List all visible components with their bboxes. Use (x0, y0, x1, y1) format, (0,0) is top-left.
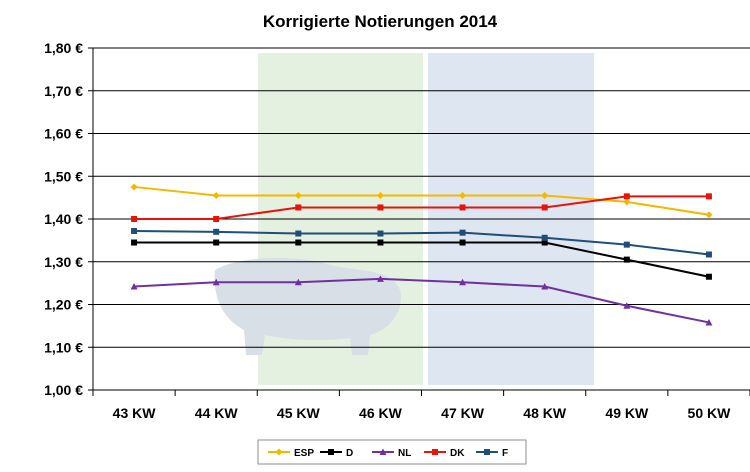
series-line-nl (134, 277, 710, 324)
y-tick-label: 1,70 € (44, 83, 83, 99)
data-point-dk (295, 204, 302, 211)
data-point-dk (541, 204, 548, 211)
chart-title: Korrigierte Notierungen 2014 (263, 12, 498, 31)
legend-label-f: F (502, 448, 508, 459)
x-tick-label: 46 KW (359, 405, 403, 421)
y-tick-label: 1,80 € (44, 40, 83, 56)
series-layer (130, 183, 713, 326)
y-tick-label: 1,00 € (44, 382, 83, 398)
legend-item-nl: NL (372, 448, 411, 459)
data-point-dk (377, 204, 384, 211)
legend-label-nl: NL (398, 448, 411, 459)
x-tick-label: 47 KW (441, 405, 485, 421)
legend-item-dk: DK (424, 448, 465, 459)
y-tick-label: 1,10 € (44, 339, 83, 355)
data-point-d (377, 239, 384, 246)
data-point-esp (541, 191, 549, 199)
data-point-nl (541, 283, 549, 290)
legend-marker-nl (379, 448, 387, 455)
data-point-dk (213, 216, 220, 222)
data-point-esp (459, 191, 467, 199)
series-line-esp (133, 185, 710, 216)
data-point-esp (623, 198, 631, 206)
data-point-nl (705, 318, 713, 326)
data-point-dk (459, 204, 466, 211)
data-point-f (541, 234, 548, 241)
legend-marker-esp (275, 448, 283, 456)
legend-item-esp: ESP (268, 448, 314, 459)
x-tick-label: 50 KW (688, 405, 732, 421)
series-f (131, 227, 712, 258)
legend-label-d: D (346, 448, 353, 459)
y-tick-label: 1,60 € (44, 126, 83, 142)
data-point-nl (212, 278, 220, 286)
data-point-f (623, 241, 630, 248)
legend-marker-f (484, 449, 490, 455)
legend-item-d: D (320, 448, 353, 459)
y-tick-label: 1,40 € (44, 211, 83, 227)
x-tick-label: 48 KW (523, 405, 567, 421)
x-tick-label: 44 KW (195, 405, 239, 421)
legend-marker-d (328, 449, 334, 455)
data-point-d (213, 239, 220, 246)
data-point-dk (131, 216, 138, 222)
data-point-f (459, 229, 466, 236)
series-nl (130, 275, 713, 326)
data-point-d (459, 239, 466, 246)
data-point-d (705, 273, 712, 280)
x-tick-label: 45 KW (277, 405, 321, 421)
series-esp (130, 183, 713, 219)
legend: ESP D NL DK F (257, 439, 527, 465)
data-point-esp (376, 191, 384, 199)
series-dk (131, 193, 712, 222)
series-line-dk (134, 195, 709, 220)
data-point-nl (459, 278, 467, 286)
series-d (131, 239, 712, 280)
y-tick-label: 1,30 € (44, 254, 83, 270)
data-point-f (705, 251, 712, 258)
data-point-d (541, 239, 548, 246)
data-point-f (131, 227, 138, 234)
data-point-d (623, 256, 630, 263)
data-point-f (213, 228, 220, 235)
data-point-esp (705, 211, 713, 219)
data-point-nl (130, 283, 138, 290)
legend-label-dk: DK (450, 448, 465, 459)
data-point-nl (294, 278, 302, 286)
series-line-d (134, 241, 710, 278)
data-point-d (295, 239, 302, 246)
legend-marker-dk (432, 449, 438, 455)
data-point-d (131, 239, 138, 246)
y-tick-label: 1,50 € (44, 168, 83, 184)
data-point-esp (130, 183, 138, 191)
data-point-nl (623, 302, 631, 309)
data-point-esp (294, 191, 302, 199)
data-point-dk (623, 193, 630, 200)
data-point-f (295, 230, 302, 237)
data-point-f (377, 230, 384, 237)
data-point-esp (212, 191, 220, 199)
x-tick-label: 49 KW (605, 405, 649, 421)
legend-item-f: F (476, 448, 508, 459)
data-point-nl (376, 275, 384, 282)
x-tick-label: 43 KW (113, 405, 157, 421)
series-line-f (134, 229, 710, 256)
y-tick-label: 1,20 € (44, 297, 83, 313)
data-point-dk (705, 193, 712, 200)
axes: 1,00 € 1,10 € 1,20 € 1,30 € 1,40 € 1,50 € 1,60… (44, 40, 750, 421)
legend-label-esp: ESP (294, 448, 314, 459)
grid-lines (93, 47, 750, 391)
